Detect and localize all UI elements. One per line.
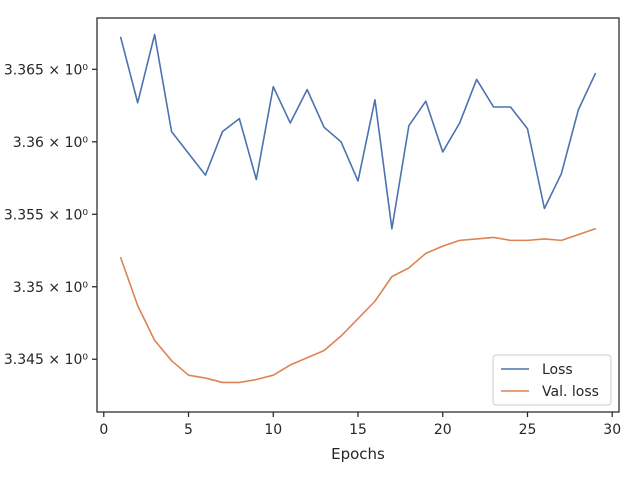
x-tick-label: 15 <box>349 422 367 438</box>
x-axis-ticks: 0 5 10 15 20 25 30 <box>99 412 621 438</box>
legend: Loss Val. loss <box>492 354 612 406</box>
x-tick-label: 10 <box>264 422 282 438</box>
series-layer <box>119 33 597 384</box>
x-tick-label: 20 <box>434 422 452 438</box>
legend-label-loss: Loss <box>542 362 573 378</box>
y-tick-label: 3.365 × 10⁰ <box>4 62 89 78</box>
series-line-val-loss <box>119 227 597 384</box>
y-tick-label: 3.35 × 10⁰ <box>13 280 89 296</box>
y-tick-label: 3.36 × 10⁰ <box>13 135 89 151</box>
x-tick-label: 0 <box>99 422 108 438</box>
x-axis-label: Epochs <box>331 445 385 463</box>
y-tick-label: 3.345 × 10⁰ <box>4 352 89 368</box>
x-tick-label: 30 <box>603 422 621 438</box>
legend-label-val-loss: Val. loss <box>542 384 599 400</box>
x-tick-label: 25 <box>519 422 537 438</box>
x-tick-label: 5 <box>184 422 193 438</box>
legend-box <box>492 354 612 406</box>
series-line-loss <box>119 33 597 230</box>
y-tick-label: 3.355 × 10⁰ <box>4 207 89 223</box>
plot-frame <box>96 17 620 413</box>
y-axis-ticks: 3.345 × 10⁰ 3.35 × 10⁰ 3.355 × 10⁰ 3.36 × 1… <box>4 62 97 368</box>
